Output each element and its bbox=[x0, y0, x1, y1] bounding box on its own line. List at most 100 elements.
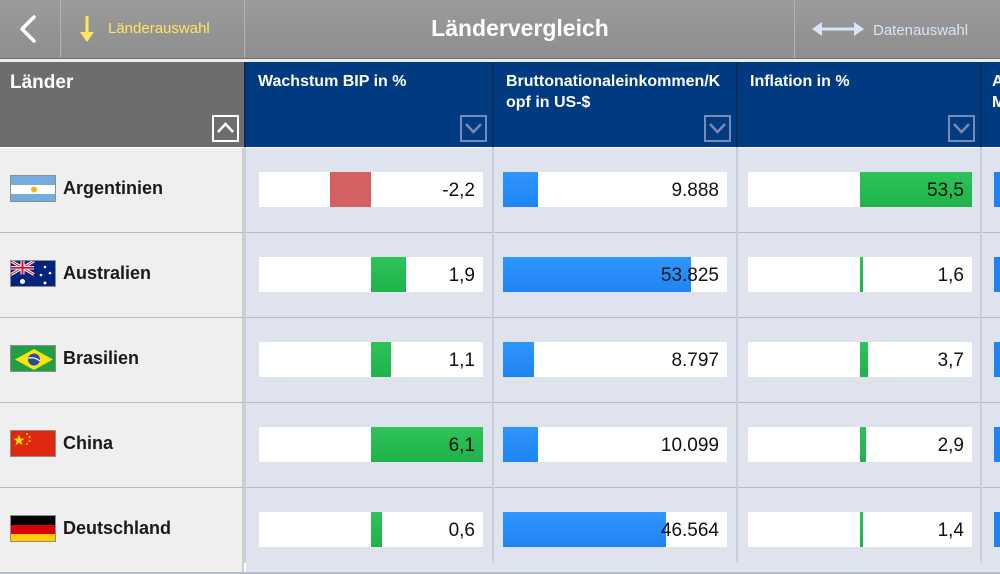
toolbar-separator bbox=[244, 0, 245, 58]
chevron-down-icon bbox=[709, 123, 726, 134]
column-divider bbox=[736, 62, 738, 147]
gni-cell: 53.825 bbox=[503, 257, 727, 292]
sort-ascending-button[interactable] bbox=[212, 115, 239, 142]
gdp-growth-value: 0,6 bbox=[448, 520, 475, 541]
header-gni[interactable]: Bruttonationaleinkommen/Kopf in US-$ bbox=[494, 62, 736, 147]
chevron-down-icon bbox=[465, 123, 482, 134]
next-column-bar bbox=[994, 512, 1000, 547]
flag-china-icon bbox=[10, 430, 56, 457]
flag-argentina-icon bbox=[10, 175, 56, 202]
gdp-growth-bar bbox=[330, 172, 371, 207]
sort-descending-button[interactable] bbox=[704, 115, 731, 142]
country-select-button[interactable]: Länderauswahl bbox=[62, 0, 244, 58]
country-name: Brasilien bbox=[63, 348, 140, 368]
country-cell[interactable]: Deutschland bbox=[0, 488, 244, 572]
back-button[interactable] bbox=[0, 0, 60, 58]
gdp-growth-value: -2,2 bbox=[442, 180, 475, 201]
gni-bar bbox=[503, 427, 539, 462]
page-title: Ländervergleich bbox=[431, 15, 609, 41]
gni-bar bbox=[503, 172, 538, 207]
inflation-bar bbox=[860, 257, 864, 292]
inflation-cell: 1,6 bbox=[748, 257, 972, 292]
gni-value: 9.888 bbox=[671, 180, 719, 201]
gdp-growth-value: 1,9 bbox=[448, 265, 475, 286]
chevron-down-icon bbox=[953, 123, 970, 134]
inflation-cell: 53,5 bbox=[748, 172, 972, 207]
table-row[interactable]: Deutschland 0,6 46.564 1,4 bbox=[0, 488, 1000, 572]
column-divider bbox=[244, 62, 246, 147]
toolbar: Länderauswahl Ländervergleich Datenauswa… bbox=[0, 0, 1000, 59]
gni-bar bbox=[503, 512, 666, 547]
gdp-growth-bar bbox=[371, 427, 483, 462]
gni-cell: 46.564 bbox=[503, 512, 727, 547]
arrow-down-icon bbox=[80, 16, 94, 42]
gni-cell: 9.888 bbox=[503, 172, 727, 207]
column-divider bbox=[492, 147, 494, 563]
gni-cell: 8.797 bbox=[503, 342, 727, 377]
inflation-bar bbox=[860, 427, 867, 462]
toolbar-strip bbox=[0, 59, 1000, 62]
header-gdp-growth-label: Wachstum BIP in % bbox=[258, 73, 407, 90]
country-name: Argentinien bbox=[63, 178, 164, 198]
header-countries-label: Länder bbox=[10, 72, 74, 93]
gni-value: 46.564 bbox=[660, 520, 719, 541]
gni-value: 53.825 bbox=[660, 265, 719, 286]
column-divider bbox=[980, 62, 982, 147]
inflation-bar bbox=[860, 172, 972, 207]
gdp-growth-cell: 1,9 bbox=[259, 257, 483, 292]
next-column-bar bbox=[994, 257, 1000, 292]
inflation-value: 1,6 bbox=[937, 265, 964, 286]
header-next-column[interactable]: A M bbox=[982, 62, 1000, 147]
inflation-cell: 1,4 bbox=[748, 512, 972, 547]
gni-bar bbox=[503, 342, 534, 377]
inflation-cell: 3,7 bbox=[748, 342, 972, 377]
inflation-value: 2,9 bbox=[937, 435, 964, 456]
country-cell[interactable]: China bbox=[0, 403, 244, 487]
column-divider bbox=[244, 147, 246, 563]
gdp-growth-bar bbox=[371, 512, 383, 547]
country-cell[interactable]: Argentinien bbox=[0, 148, 244, 232]
country-name: Australien bbox=[63, 263, 152, 283]
gdp-growth-cell: -2,2 bbox=[259, 172, 483, 207]
data-select-button[interactable]: Datenauswahl bbox=[796, 0, 1000, 58]
column-divider bbox=[736, 147, 738, 563]
table-row[interactable]: China 6,1 10.099 2,9 bbox=[0, 403, 1000, 487]
arrow-left-right-icon bbox=[812, 22, 864, 36]
flag-germany-icon bbox=[10, 515, 56, 542]
header-gdp-growth[interactable]: Wachstum BIP in % bbox=[246, 62, 492, 147]
inflation-value: 53,5 bbox=[927, 180, 964, 201]
table-row[interactable]: Australien 1,9 53.825 1,6 bbox=[0, 233, 1000, 317]
column-divider bbox=[492, 62, 494, 147]
toolbar-separator bbox=[794, 0, 795, 58]
gdp-growth-value: 6,1 bbox=[448, 435, 475, 456]
gdp-growth-cell: 0,6 bbox=[259, 512, 483, 547]
country-name: China bbox=[63, 433, 114, 453]
header-inflation[interactable]: Inflation in % bbox=[738, 62, 980, 147]
gdp-growth-cell: 6,1 bbox=[259, 427, 483, 462]
country-select-label: Länderauswahl bbox=[108, 20, 210, 37]
gni-value: 10.099 bbox=[660, 435, 719, 456]
data-select-label: Datenauswahl bbox=[873, 22, 969, 39]
gdp-growth-bar bbox=[371, 342, 392, 377]
column-divider bbox=[980, 147, 982, 563]
table-row[interactable]: Brasilien 1,1 8.797 3,7 bbox=[0, 318, 1000, 402]
gni-bar bbox=[503, 257, 692, 292]
sort-descending-button[interactable] bbox=[460, 115, 487, 142]
table-row[interactable]: Argentinien -2,2 9.888 53,5 bbox=[0, 148, 1000, 232]
next-column-bar bbox=[994, 342, 1000, 377]
gdp-growth-bar bbox=[371, 257, 406, 292]
toolbar-separator bbox=[60, 0, 61, 58]
header-countries: Länder bbox=[0, 62, 244, 147]
gdp-growth-cell: 1,1 bbox=[259, 342, 483, 377]
flag-brazil-icon bbox=[10, 345, 56, 372]
inflation-value: 3,7 bbox=[937, 350, 964, 371]
country-cell[interactable]: Brasilien bbox=[0, 318, 244, 402]
inflation-cell: 2,9 bbox=[748, 427, 972, 462]
country-cell[interactable]: Australien bbox=[0, 233, 244, 317]
gdp-growth-value: 1,1 bbox=[448, 350, 475, 371]
sort-descending-button[interactable] bbox=[948, 115, 975, 142]
header-gni-label: Bruttonationaleinkommen/Kopf in US-$ bbox=[506, 73, 721, 111]
next-column-bar bbox=[994, 427, 1000, 462]
next-column-bar bbox=[994, 172, 1000, 207]
inflation-bar bbox=[860, 512, 863, 547]
